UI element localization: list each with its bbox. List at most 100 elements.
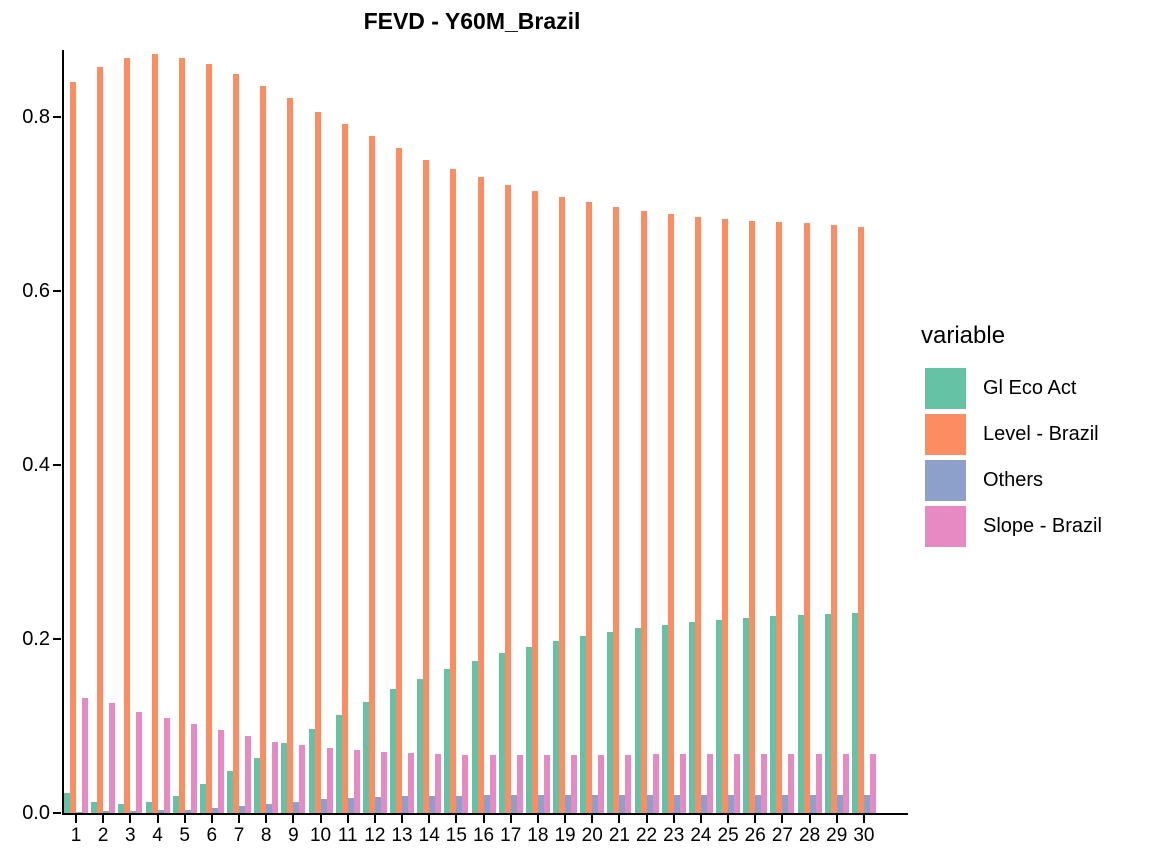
x-tick-label-28: 28	[799, 825, 821, 846]
bar-slope-brazil-29	[842, 754, 849, 813]
x-tick-label-1: 1	[70, 825, 82, 846]
y-tick-0.2	[53, 638, 61, 640]
x-tick-15	[455, 815, 458, 823]
x-tick-27	[781, 815, 784, 823]
x-tick-9	[292, 815, 295, 823]
bar-others-19	[565, 795, 572, 813]
legend-item-gl-eco-act: Gl Eco Act	[921, 368, 1146, 409]
bar-others-30	[863, 795, 870, 813]
x-tick-label-15: 15	[445, 825, 467, 846]
bar-level-brazil-27	[776, 222, 783, 813]
bar-slope-brazil-25	[734, 754, 741, 813]
legend-item-others: Others	[921, 460, 1146, 501]
chart-title: FEVD - Y60M_Brazil	[363, 8, 581, 34]
bar-gl-eco-act-22	[634, 628, 641, 813]
bar-level-brazil-15	[450, 169, 457, 813]
legend: variable Gl Eco Act Level - Brazil Other…	[921, 322, 1146, 552]
bar-slope-brazil-27	[788, 754, 795, 813]
bar-gl-eco-act-17	[498, 653, 505, 813]
x-tick-label-7: 7	[233, 825, 245, 846]
x-tick-26	[754, 815, 757, 823]
x-tick-label-3: 3	[125, 825, 136, 846]
y-axis-line	[62, 50, 64, 815]
x-tick-label-20: 20	[581, 825, 603, 846]
bar-level-brazil-8	[260, 86, 267, 813]
bar-gl-eco-act-9	[281, 743, 288, 813]
bar-others-27	[782, 795, 789, 813]
bar-level-brazil-16	[477, 177, 484, 813]
bar-gl-eco-act-1	[64, 793, 70, 813]
x-tick-label-11: 11	[337, 825, 358, 846]
bar-gl-eco-act-21	[607, 632, 614, 813]
x-tick-label-13: 13	[391, 825, 413, 846]
bar-gl-eco-act-7	[227, 771, 234, 813]
y-tick-label-0.8: 0.8	[22, 106, 50, 128]
bar-level-brazil-2	[97, 67, 104, 813]
bar-level-brazil-21	[613, 207, 620, 813]
x-tick-13	[401, 815, 404, 823]
bar-others-16	[483, 795, 490, 813]
legend-swatch-level-brazil	[925, 414, 966, 455]
x-tick-label-18: 18	[527, 825, 549, 846]
bar-level-brazil-18	[531, 191, 538, 813]
x-tick-7	[238, 815, 241, 823]
bar-others-14	[429, 796, 436, 813]
bar-others-28	[809, 795, 816, 813]
bar-level-brazil-10	[314, 112, 321, 813]
x-tick-19	[564, 815, 567, 823]
y-tick-label-0.6: 0.6	[22, 280, 50, 302]
bar-level-brazil-29	[830, 225, 837, 813]
y-tick-0.8	[53, 116, 61, 118]
bar-slope-brazil-10	[326, 748, 333, 813]
bar-others-7	[239, 806, 246, 813]
bar-others-18	[537, 795, 544, 813]
x-tick-label-17: 17	[500, 825, 522, 846]
bar-slope-brazil-24	[706, 754, 713, 813]
legend-item-level-brazil: Level - Brazil	[921, 414, 1146, 455]
bar-level-brazil-23	[667, 214, 674, 813]
x-tick-label-23: 23	[663, 825, 685, 846]
x-tick-20	[591, 815, 594, 823]
bar-gl-eco-act-26	[743, 618, 750, 813]
bar-gl-eco-act-5	[172, 796, 179, 813]
x-tick-1	[75, 815, 77, 823]
x-tick-label-27: 27	[771, 825, 793, 846]
bar-others-23	[673, 795, 680, 813]
bar-others-1	[76, 812, 82, 813]
x-tick-label-6: 6	[206, 825, 218, 846]
bar-level-brazil-3	[124, 58, 131, 813]
bar-gl-eco-act-6	[199, 784, 206, 813]
x-tick-21	[618, 815, 621, 823]
bar-slope-brazil-1	[82, 698, 88, 813]
bar-level-brazil-9	[287, 98, 294, 813]
x-tick-16	[482, 815, 485, 823]
bar-gl-eco-act-12	[362, 702, 369, 813]
x-tick-17	[509, 815, 512, 823]
x-tick-22	[645, 815, 648, 823]
bar-slope-brazil-6	[217, 730, 224, 813]
bar-others-17	[510, 795, 517, 813]
bar-slope-brazil-21	[625, 755, 632, 813]
bar-gl-eco-act-15	[444, 669, 451, 813]
bar-gl-eco-act-4	[145, 802, 152, 813]
bar-level-brazil-14	[423, 160, 430, 813]
legend-label-others: Others	[983, 469, 1044, 491]
x-tick-5	[183, 815, 186, 823]
bar-level-brazil-28	[803, 223, 810, 813]
x-tick-label-22: 22	[635, 825, 658, 846]
bar-others-4	[157, 810, 164, 813]
bar-gl-eco-act-23	[661, 625, 668, 813]
bar-level-brazil-11	[341, 124, 348, 813]
x-tick-label-4: 4	[152, 825, 163, 846]
bar-gl-eco-act-27	[770, 616, 777, 813]
x-tick-30	[862, 815, 865, 823]
bar-others-12	[374, 797, 381, 813]
legend-swatch-gl-eco-act	[925, 368, 966, 409]
bar-others-21	[619, 795, 626, 813]
x-tick-6	[210, 815, 213, 823]
x-tick-label-2: 2	[97, 825, 109, 846]
bar-gl-eco-act-13	[390, 689, 397, 813]
x-tick-label-14: 14	[418, 825, 440, 846]
y-tick-label-0.2: 0.2	[22, 628, 50, 650]
